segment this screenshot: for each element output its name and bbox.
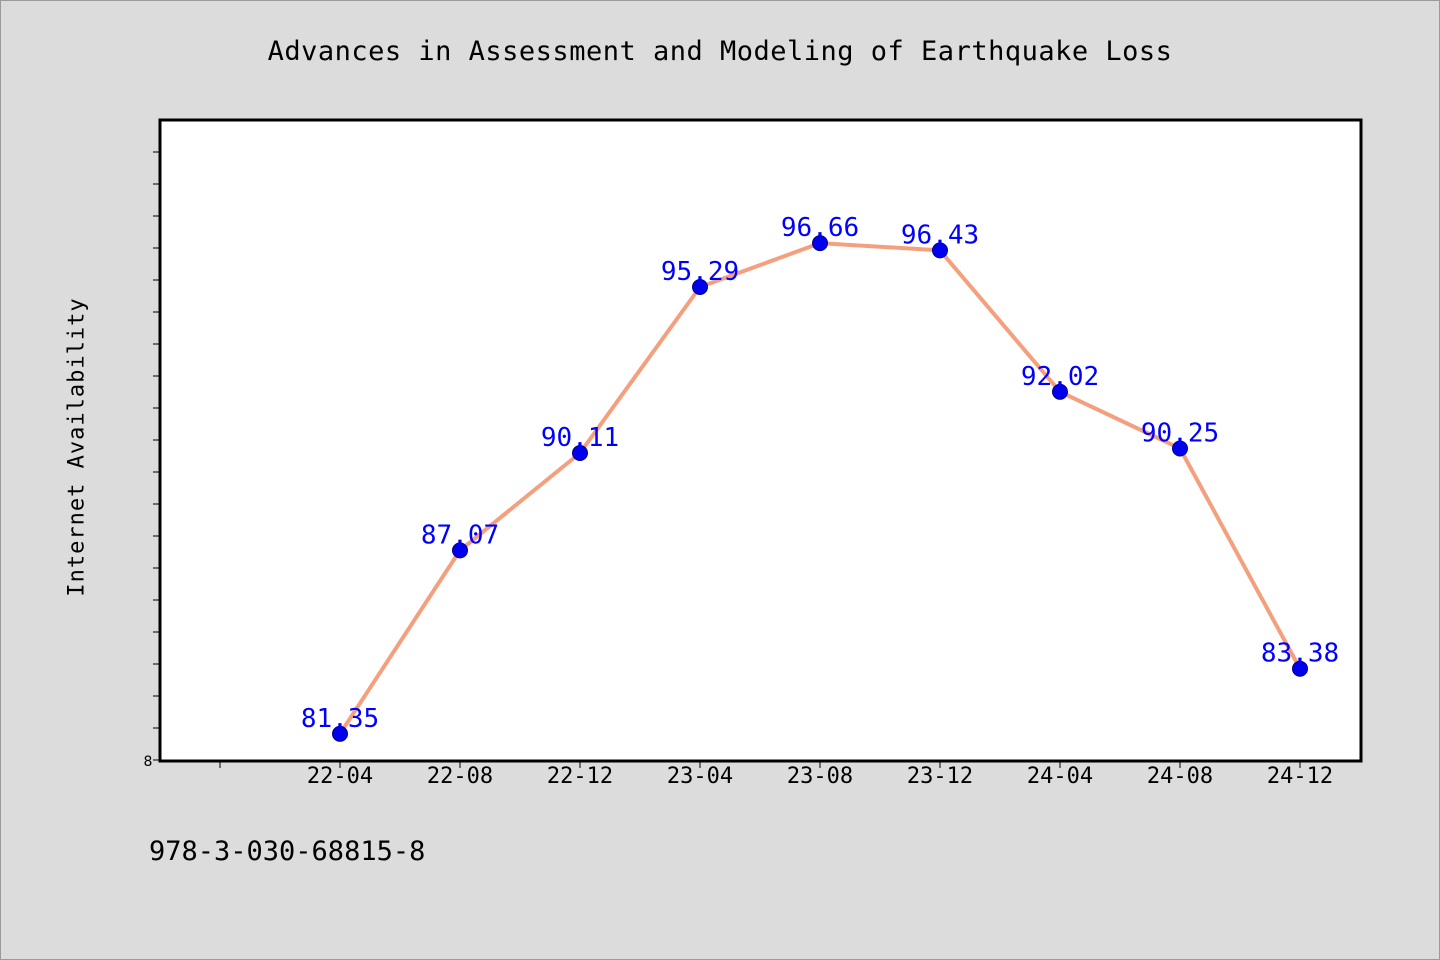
x-tick-label: 23-12 (907, 764, 973, 789)
data-label: 87.07 (421, 520, 499, 550)
x-tick-label: 22-04 (307, 764, 373, 789)
data-point (1292, 660, 1308, 677)
data-label: 92.02 (1021, 362, 1099, 392)
data-label: 96.43 (901, 220, 979, 250)
data-point (692, 279, 708, 295)
x-tick-label: 22-08 (427, 764, 493, 789)
x-tick-label: 22-12 (547, 764, 613, 789)
data-point (332, 725, 348, 742)
data-label: 81.35 (301, 704, 379, 734)
isbn-text: 978-3-030-68815-8 (149, 836, 426, 867)
x-axis-ticks: 22-04 22-08 22-12 23-04 23-08 23-12 24-04 24-08… (219, 761, 1333, 789)
data-label: 83.38 (1261, 639, 1339, 669)
data-labels: 81.35 87.07 90.11 95.29 96.66 96.43 92.02 90.25… (301, 213, 1339, 734)
y-tick-label: 8 (144, 754, 153, 770)
chart-title: Advances in Assessment and Modeling of E… (267, 36, 1173, 67)
data-point (452, 542, 468, 559)
data-point (932, 242, 948, 259)
data-point (1052, 383, 1068, 400)
x-tick-label: 23-04 (667, 764, 733, 789)
x-tick-label: 23-08 (787, 764, 853, 789)
y-axis-ticks (153, 151, 160, 761)
data-point (572, 445, 588, 461)
x-tick-label: 24-12 (1267, 764, 1333, 789)
data-label: 95.29 (661, 257, 739, 287)
x-tick-label: 24-04 (1027, 764, 1093, 789)
data-label: 96.66 (781, 213, 859, 243)
data-label: 90.11 (541, 423, 619, 453)
x-tick-label: 24-08 (1147, 764, 1213, 789)
data-label: 90.25 (1141, 419, 1219, 449)
data-point (1172, 440, 1188, 457)
data-point (812, 235, 828, 252)
data-markers (332, 235, 1308, 742)
